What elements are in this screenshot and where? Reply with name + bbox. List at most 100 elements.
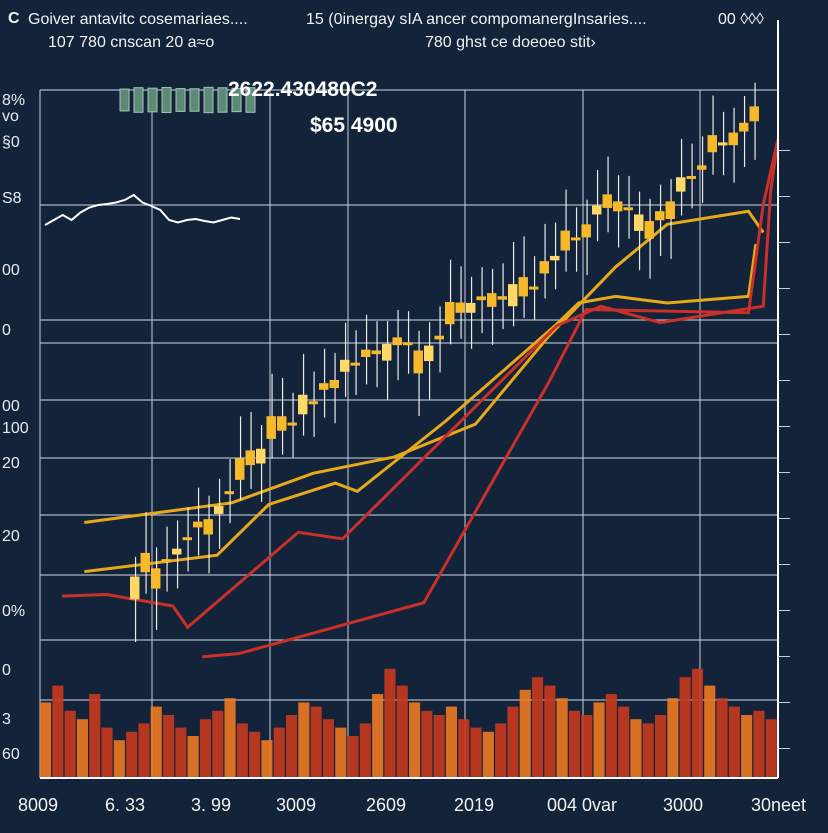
right-tick-mark bbox=[778, 380, 790, 381]
volume-bar bbox=[728, 706, 740, 778]
y-tick-label: 60 bbox=[2, 746, 20, 763]
candle-body bbox=[434, 335, 444, 340]
volume-bar bbox=[335, 727, 347, 778]
volume-bar bbox=[359, 723, 371, 778]
volume-bar bbox=[741, 715, 753, 778]
volume-bar bbox=[409, 702, 421, 778]
y-tick-label: 100 bbox=[2, 420, 29, 437]
volume-bar bbox=[372, 694, 384, 778]
volume-bar bbox=[150, 706, 162, 778]
candle-body bbox=[308, 401, 318, 405]
volume-bar bbox=[445, 706, 457, 778]
candle-body bbox=[161, 559, 171, 563]
red-line-3 bbox=[202, 138, 780, 659]
volume-bar bbox=[691, 668, 703, 778]
candle-body bbox=[298, 394, 308, 415]
volume-bar bbox=[163, 715, 175, 778]
volume-bar bbox=[605, 694, 617, 778]
trend-line-0 bbox=[84, 209, 765, 524]
candle-body bbox=[455, 302, 465, 313]
y-tick-label: 20 bbox=[2, 455, 20, 472]
volume-bar bbox=[273, 727, 285, 778]
volume-bar bbox=[642, 723, 654, 778]
x-tick-label: 2609 bbox=[366, 795, 407, 815]
candle-body bbox=[560, 230, 570, 251]
volume-bar bbox=[495, 723, 507, 778]
x-tick-label: 3009 bbox=[276, 795, 317, 815]
volume-bar bbox=[556, 698, 568, 778]
chart-title-right: 00 ◊◊◊ bbox=[718, 11, 764, 28]
inset-line bbox=[44, 193, 241, 226]
y-tick-label: S8 bbox=[2, 190, 22, 207]
y-tick-label: 0 bbox=[2, 662, 11, 679]
chart-title-left: Goiver antavitc cosemariaes.... bbox=[28, 11, 248, 28]
volume-bar bbox=[113, 740, 125, 778]
inset-candle bbox=[203, 86, 214, 114]
chart-subtitle-left: 107 780 cnscan 20 a≈o bbox=[48, 34, 215, 51]
volume-bar bbox=[667, 698, 679, 778]
candle-body bbox=[529, 286, 539, 290]
volume-bar bbox=[716, 698, 728, 778]
volume-bar bbox=[568, 710, 580, 778]
volume-bar bbox=[347, 736, 359, 778]
candle-body bbox=[518, 277, 528, 297]
candle-body bbox=[655, 211, 665, 221]
candle-body bbox=[130, 576, 140, 600]
volume-bar bbox=[40, 702, 52, 778]
candle-body bbox=[403, 342, 413, 346]
right-tick-mark bbox=[778, 426, 790, 427]
candle-body bbox=[686, 175, 696, 179]
right-tick-mark bbox=[778, 702, 790, 703]
volume-bar bbox=[175, 727, 187, 778]
volume-bar bbox=[433, 715, 445, 778]
x-tick-label: 3000 bbox=[663, 795, 704, 815]
volume-bar bbox=[421, 710, 433, 778]
y-tick-label: 00 bbox=[2, 262, 20, 279]
right-tick-mark bbox=[778, 748, 790, 749]
volume-bar bbox=[126, 731, 138, 778]
chart-title-middle: 15 (0inergay sIA ancer compomanergInsari… bbox=[306, 11, 647, 28]
candle-body bbox=[487, 293, 497, 307]
volume-bar bbox=[89, 694, 101, 778]
x-tick-label: 2019 bbox=[454, 795, 495, 815]
candle-body bbox=[266, 416, 276, 439]
right-tick-mark bbox=[778, 196, 790, 197]
red-line-2 bbox=[62, 138, 780, 630]
volume-bar bbox=[52, 685, 64, 778]
volume-bar bbox=[76, 719, 88, 778]
candle-body bbox=[256, 448, 266, 464]
inset-candle bbox=[245, 87, 256, 113]
candle-body bbox=[382, 343, 392, 361]
volume-bar bbox=[138, 723, 150, 778]
candle-body bbox=[707, 135, 717, 153]
candle-body bbox=[224, 491, 234, 495]
candle-body bbox=[413, 350, 423, 374]
candle-body bbox=[361, 349, 371, 358]
candle-body bbox=[676, 177, 686, 192]
candle-body bbox=[634, 214, 644, 231]
volume-bar bbox=[679, 677, 691, 778]
volume-bar bbox=[224, 698, 236, 778]
candle-body bbox=[749, 106, 759, 122]
candle-body bbox=[728, 132, 738, 146]
candle-body bbox=[203, 519, 213, 535]
candlesticks bbox=[130, 82, 759, 643]
inset-candle bbox=[133, 87, 144, 113]
y-tick-label: 8% bbox=[2, 92, 26, 109]
candle-body bbox=[193, 521, 203, 528]
grid bbox=[39, 89, 779, 779]
inset-candle bbox=[175, 88, 186, 112]
right-tick-mark bbox=[778, 656, 790, 657]
inset-candle bbox=[217, 87, 228, 113]
inset-minichart bbox=[44, 86, 256, 226]
volume-bars bbox=[40, 668, 777, 778]
volume-bar bbox=[519, 689, 531, 778]
x-tick-label: 6. 33 bbox=[105, 795, 146, 815]
volume-bar bbox=[765, 719, 777, 778]
inset-candle bbox=[147, 87, 158, 113]
right-tick-mark bbox=[778, 518, 790, 519]
candle-body bbox=[539, 261, 549, 274]
candle-body bbox=[172, 548, 182, 555]
right-tick-mark bbox=[778, 288, 790, 289]
